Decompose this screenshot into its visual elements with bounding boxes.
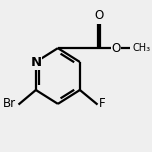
Text: F: F — [99, 97, 106, 110]
Text: N: N — [30, 56, 41, 69]
Text: CH₃: CH₃ — [132, 43, 150, 53]
Text: O: O — [112, 42, 121, 55]
Text: O: O — [94, 9, 103, 22]
Text: Br: Br — [3, 97, 16, 110]
